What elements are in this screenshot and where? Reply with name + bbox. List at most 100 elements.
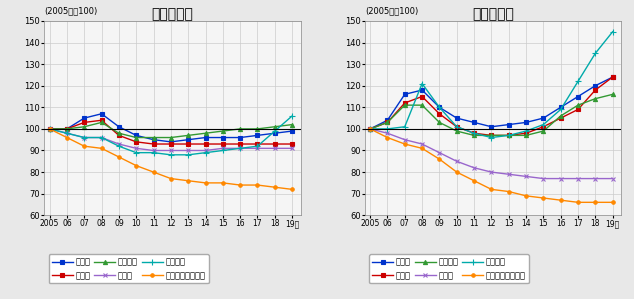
地方四市 xyxy=(488,136,495,139)
Title: （住宅地）: （住宅地） xyxy=(152,7,193,21)
地方圈 xyxy=(505,173,512,176)
地方圈 xyxy=(202,149,209,152)
大阪圈 xyxy=(150,142,157,146)
地方圈（その他） xyxy=(271,185,278,189)
名古屋圈 xyxy=(470,134,478,137)
地方圈（その他） xyxy=(384,136,391,139)
東京圈 xyxy=(202,136,209,139)
名古屋圈 xyxy=(505,134,512,137)
地方圈（その他） xyxy=(46,127,53,131)
名古屋圈 xyxy=(63,127,71,131)
大阪圈 xyxy=(271,142,278,146)
地方圈（その他） xyxy=(167,177,174,180)
大阪圈 xyxy=(384,120,391,124)
大阪圈 xyxy=(167,142,174,146)
地方圈（その他） xyxy=(202,181,209,185)
地方四市 xyxy=(609,30,616,33)
大阪圈 xyxy=(98,118,105,122)
東京圈 xyxy=(63,127,71,131)
Line: 地方圈（その他）: 地方圈（その他） xyxy=(48,127,294,191)
名古屋圈 xyxy=(236,127,244,131)
地方四市 xyxy=(574,80,582,83)
東京圈 xyxy=(366,127,374,131)
名古屋圈 xyxy=(81,125,88,129)
地方圈 xyxy=(574,177,582,180)
地方四市 xyxy=(133,151,140,155)
地方圈 xyxy=(540,177,547,180)
名古屋圈 xyxy=(288,123,296,126)
地方四市 xyxy=(592,51,599,55)
名古屋圈 xyxy=(488,134,495,137)
名古屋圈 xyxy=(540,129,547,133)
名古屋圈 xyxy=(436,120,443,124)
東京圈 xyxy=(81,116,88,120)
Line: 名古屋圈: 名古屋圈 xyxy=(368,92,615,138)
名古屋圈 xyxy=(219,129,226,133)
地方圈（その他） xyxy=(219,181,226,185)
Line: 地方圈: 地方圈 xyxy=(48,127,294,152)
地方四市 xyxy=(288,114,296,118)
地方四市 xyxy=(98,136,105,139)
地方圈（その他） xyxy=(418,147,426,150)
地方圈（その他） xyxy=(540,196,547,200)
東京圈 xyxy=(470,120,478,124)
地方四市 xyxy=(115,144,123,148)
地方圈 xyxy=(236,147,244,150)
地方圈 xyxy=(366,127,374,131)
大阪圈 xyxy=(366,127,374,131)
地方四市 xyxy=(384,127,391,131)
地方四市 xyxy=(167,153,174,157)
東京圈 xyxy=(133,134,140,137)
東京圈 xyxy=(436,106,443,109)
東京圈 xyxy=(574,95,582,98)
地方圈 xyxy=(609,177,616,180)
地方圈 xyxy=(288,147,296,150)
地方四市 xyxy=(46,127,53,131)
東京圈 xyxy=(522,120,530,124)
地方圈（その他） xyxy=(236,183,244,187)
地方四市 xyxy=(254,144,261,148)
大阪圈 xyxy=(288,142,296,146)
Legend: 東京圈, 大阪圈, 名古屋圈, 地方圈, 地方四市, 地方圈（その他）: 東京圈, 大阪圈, 名古屋圈, 地方圈, 地方四市, 地方圈（その他） xyxy=(49,254,209,283)
名古屋圈 xyxy=(418,103,426,107)
地方圈 xyxy=(115,142,123,146)
地方四市 xyxy=(81,136,88,139)
東京圈 xyxy=(557,106,564,109)
地方圈（その他） xyxy=(609,201,616,204)
地方圈（その他） xyxy=(133,164,140,167)
地方四市 xyxy=(236,147,244,150)
名古屋圈 xyxy=(609,93,616,96)
名古屋圈 xyxy=(254,127,261,131)
地方圈 xyxy=(436,151,443,155)
東京圈 xyxy=(453,116,460,120)
Text: (2005年＝100): (2005年＝100) xyxy=(44,6,98,15)
大阪圈 xyxy=(522,132,530,135)
大阪圈 xyxy=(236,142,244,146)
地方四市 xyxy=(418,82,426,85)
Legend: 東京圈, 大阪圈, 名古屋圈, 地方圈, 地方四市, 地方圈（その他）: 東京圈, 大阪圈, 名古屋圈, 地方圈, 地方四市, 地方圈（その他） xyxy=(369,254,529,283)
東京圈 xyxy=(384,118,391,122)
地方四市 xyxy=(366,127,374,131)
Line: 名古屋圈: 名古屋圈 xyxy=(48,120,294,140)
地方圈 xyxy=(46,127,53,131)
大阪圈 xyxy=(488,134,495,137)
東京圈 xyxy=(46,127,53,131)
東京圈 xyxy=(271,132,278,135)
大阪圈 xyxy=(436,112,443,116)
名古屋圈 xyxy=(366,127,374,131)
名古屋圈 xyxy=(384,120,391,124)
東京圈 xyxy=(115,125,123,129)
地方圈（その他） xyxy=(557,198,564,202)
地方四市 xyxy=(540,123,547,126)
名古屋圈 xyxy=(271,125,278,129)
地方圈（その他） xyxy=(592,201,599,204)
名古屋圈 xyxy=(46,127,53,131)
大阪圈 xyxy=(505,134,512,137)
地方圈 xyxy=(184,149,192,152)
大阪圈 xyxy=(574,108,582,111)
地方圈 xyxy=(401,138,408,141)
大阪圈 xyxy=(609,75,616,79)
名古屋圈 xyxy=(574,103,582,107)
地方圈 xyxy=(150,149,157,152)
名古屋圈 xyxy=(453,129,460,133)
